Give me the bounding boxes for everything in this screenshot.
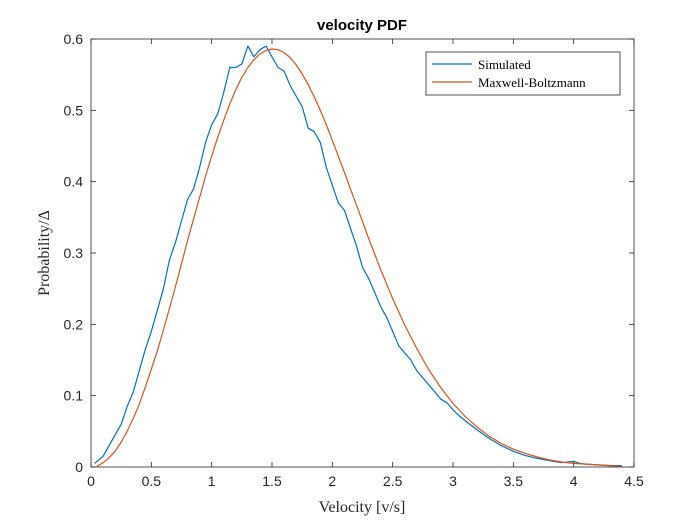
x-tick-label: 0	[87, 473, 95, 489]
legend-box	[425, 51, 621, 96]
x-tick-label: 2.5	[383, 473, 403, 489]
x-tick-label: 4.5	[624, 473, 644, 489]
y-tick-label: 0.5	[64, 102, 84, 118]
x-tick-label: 2	[328, 473, 336, 489]
legend-entries: Simulated Maxwell-Boltzmann	[432, 57, 586, 90]
axes-background	[91, 39, 634, 467]
x-axis-label: Velocity [v/s]	[319, 499, 406, 516]
x-tick-label: 3.5	[504, 473, 524, 489]
chart-title: velocity PDF	[317, 17, 407, 34]
series-line-simulated	[94, 45, 622, 467]
y-tick-label: 0.4	[64, 174, 84, 190]
y-tick-label: 0.2	[64, 316, 84, 332]
y-tick-label: 0.3	[64, 245, 84, 261]
y-tick-label: 0	[75, 459, 83, 475]
y-tick-label: 0.1	[64, 388, 84, 404]
series-layer	[94, 45, 622, 467]
y-tick-label: 0.6	[64, 31, 84, 47]
x-tick-label: 1.5	[262, 473, 282, 489]
x-tick-label: 4	[570, 473, 578, 489]
y-ticks: 0 0.1 0.2 0.3 0.4 0.5 0.6	[64, 31, 634, 475]
series-line-maxwell-boltzmann	[96, 48, 622, 467]
x-tick-label: 3	[449, 473, 457, 489]
legend-label-simulated: Simulated	[478, 57, 531, 72]
legend-label-maxwell-boltzmann: Maxwell-Boltzmann	[478, 75, 586, 90]
x-tick-label: 1	[208, 473, 216, 489]
y-axis-label: Probability/Δ	[36, 210, 53, 296]
legend: Simulated Maxwell-Boltzmann	[425, 51, 621, 96]
x-ticks: 0 0.5 1 1.5 2 2.5 3 3.5 4 4.5	[87, 39, 644, 489]
x-tick-label: 0.5	[142, 473, 162, 489]
